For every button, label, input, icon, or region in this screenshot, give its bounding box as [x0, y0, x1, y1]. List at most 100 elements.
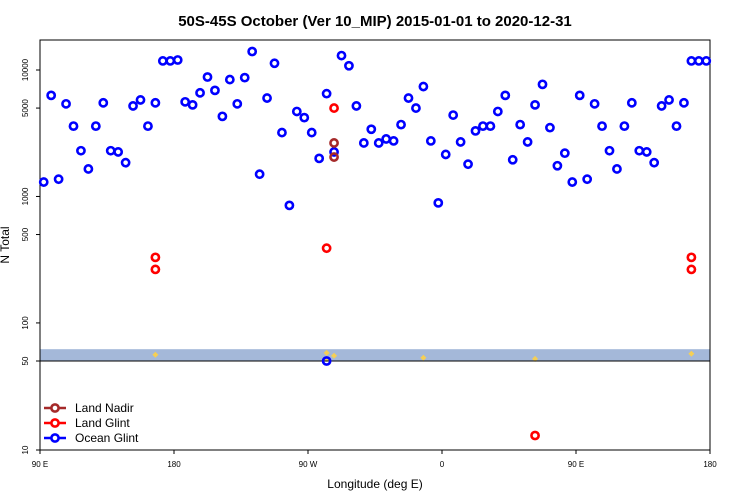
- ocean-glint-point: [664, 95, 674, 105]
- land-glint-point: [686, 264, 697, 275]
- ocean-glint-point: [492, 106, 503, 117]
- ocean-glint-point: [291, 106, 302, 117]
- legend-marker: [50, 418, 60, 428]
- ocean-glint-point: [210, 85, 220, 96]
- ocean-glint-point: [500, 90, 511, 101]
- land-glint-point: [686, 252, 697, 263]
- x-tick-label: 90 E: [568, 460, 584, 469]
- ocean-glint-point: [567, 177, 578, 187]
- ocean-glint-point: [53, 174, 64, 185]
- ocean-glint-point: [128, 101, 138, 111]
- ocean-glint-point: [262, 93, 272, 103]
- ocean-glint-point: [366, 124, 377, 135]
- ocean-glint-point: [641, 147, 652, 157]
- ocean-glint-point: [358, 138, 369, 148]
- x-tick-label: 180: [167, 460, 181, 469]
- ocean-glint-point: [232, 98, 243, 109]
- ocean-glint-point: [336, 50, 347, 61]
- y-tick-label: 10: [21, 445, 30, 454]
- y-tick-label: 100: [21, 316, 30, 330]
- y-tick-label: 500: [21, 227, 30, 241]
- land-nadir-point: [329, 152, 339, 162]
- ocean-glint-point: [269, 58, 280, 69]
- ocean-band: [40, 349, 710, 361]
- ocean-glint-point: [507, 154, 518, 165]
- ocean-glint-point: [351, 101, 362, 111]
- ocean-glint-point: [239, 72, 250, 83]
- ocean-glint-point: [68, 121, 79, 132]
- ocean-glint-point: [411, 103, 421, 113]
- ocean-glint-point: [582, 174, 593, 185]
- ocean-glint-point: [247, 46, 258, 57]
- ocean-glint-point: [90, 121, 101, 132]
- x-axis: 90 E 180 90 W 0 90 E 180: [32, 450, 717, 469]
- land-nadir-point: [329, 138, 339, 148]
- ocean-glint-point: [671, 121, 682, 132]
- y-tick-label: 10000: [21, 58, 30, 81]
- land-glint-point: [150, 264, 161, 275]
- ocean-glint-point: [701, 56, 712, 66]
- plot-frame: [39, 39, 711, 451]
- ocean-glint-point: [224, 74, 235, 85]
- ocean-glint-point: [425, 136, 436, 146]
- y-tick-label: 50: [21, 356, 30, 365]
- ocean-glint-point: [649, 157, 660, 168]
- ocean-band-layer: [40, 349, 710, 361]
- land-mark: [323, 349, 330, 356]
- ocean-glint-point: [373, 138, 384, 148]
- land-mark: [420, 354, 427, 361]
- land-glint-point: [329, 103, 339, 113]
- ocean-glint-point: [522, 137, 533, 147]
- ocean-glint-point: [634, 145, 645, 156]
- ocean-glint-point: [478, 121, 488, 132]
- y-axis: 10 50 100 500 1000 5000 10000: [21, 58, 40, 454]
- ocean-glint-point: [455, 137, 466, 147]
- land-glint-point: [321, 243, 332, 254]
- ocean-glint-point: [589, 98, 600, 109]
- x-axis-label: Longitude (deg E): [327, 477, 422, 491]
- chart-title: 50S-45S October (Ver 10_MIP) 2015-01-01 …: [178, 13, 572, 30]
- land-mark: [532, 355, 539, 362]
- ocean-glint-point: [321, 356, 332, 366]
- land-mark: [331, 352, 338, 359]
- ocean-glint-point: [619, 121, 630, 132]
- ocean-glint-point: [418, 81, 429, 92]
- ocean-glint-point: [284, 200, 295, 211]
- ocean-glint-point: [597, 121, 607, 132]
- ocean-glint-point: [321, 88, 332, 99]
- ocean-glint-point: [530, 99, 540, 110]
- ocean-glint-point: [574, 90, 585, 101]
- ocean-glint-point: [150, 97, 161, 108]
- y-axis-label: N Total: [0, 226, 12, 263]
- ocean-glint-point: [105, 145, 116, 156]
- ocean-glint-point: [76, 145, 86, 156]
- legend-label: Land Glint: [75, 416, 130, 430]
- legend-marker: [50, 403, 60, 413]
- ocean-glint-point: [113, 147, 124, 157]
- ocean-glint-point: [396, 119, 406, 130]
- ocean-glint-point: [381, 134, 392, 144]
- ocean-glint-point: [388, 136, 399, 146]
- ocean-glint-point: [470, 125, 481, 136]
- ocean-glint-point: [202, 72, 213, 82]
- ocean-glint-point: [157, 56, 168, 66]
- ocean-glint-point: [552, 160, 563, 171]
- ocean-glint-point: [187, 99, 198, 110]
- land-mark: [688, 350, 695, 357]
- land-glint-point: [150, 252, 161, 263]
- ocean-glint-point: [314, 153, 325, 164]
- x-tick-label: 90 E: [32, 460, 48, 469]
- ocean-glint-point: [656, 101, 667, 111]
- legend-marker: [50, 433, 60, 443]
- ocean-glint-point: [344, 60, 354, 71]
- ocean-glint-point: [448, 110, 459, 120]
- ocean-glint-point: [172, 55, 183, 65]
- ocean-glint-point: [559, 148, 570, 159]
- ocean-glint-point: [98, 97, 109, 108]
- ocean-glint-point: [61, 98, 71, 109]
- ocean-glint-point: [135, 95, 146, 105]
- ocean-glint-point: [463, 159, 473, 170]
- ocean-glint-point: [329, 147, 339, 157]
